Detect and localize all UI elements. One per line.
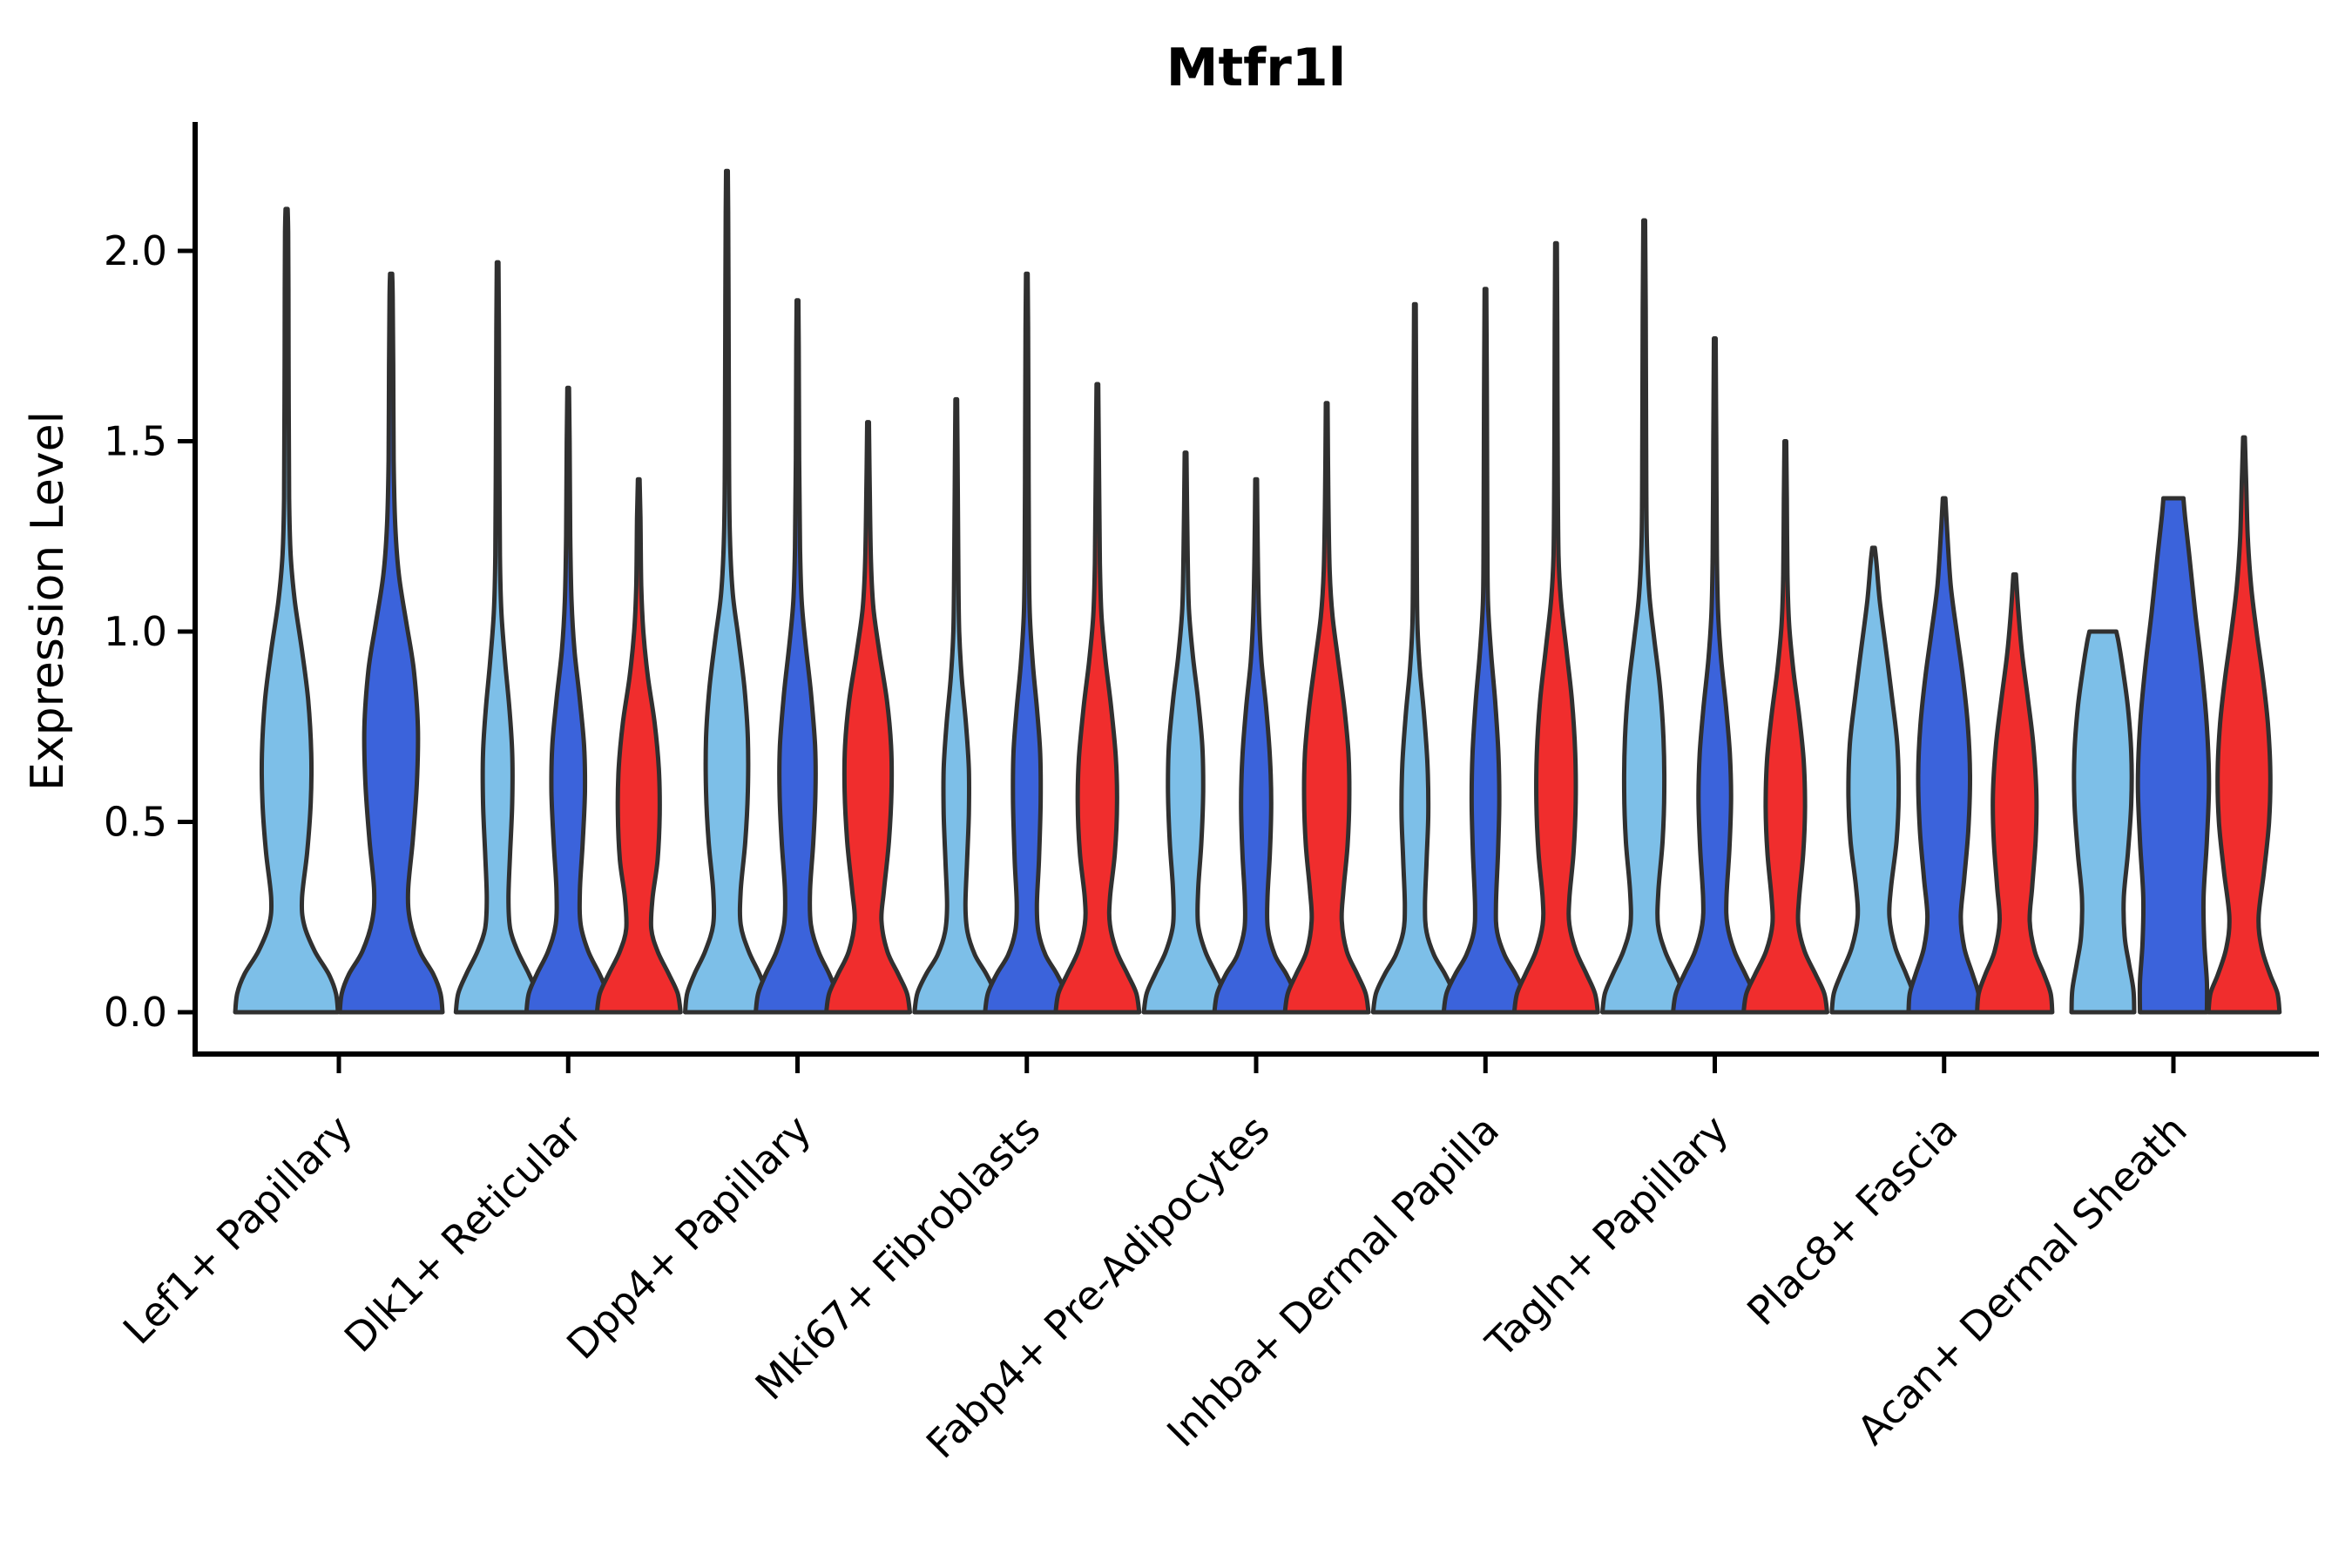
violin-2-light_blue	[683, 168, 771, 1015]
violin-6-light_blue	[1600, 218, 1688, 1015]
y-tick-label: 2.0	[104, 227, 167, 274]
y-tick-label: 0.0	[104, 989, 167, 1036]
violin-5-red	[1511, 240, 1600, 1015]
violin-5-light_blue	[1370, 301, 1459, 1015]
violin-5-dark_blue	[1441, 287, 1530, 1015]
violin-4-red	[1282, 401, 1371, 1015]
y-tick-label: 1.0	[104, 608, 167, 655]
violin-8-dark_blue	[2135, 496, 2212, 1015]
x-tick-label: Dpp4+ Papillary	[558, 1106, 820, 1369]
y-axis-label: Expression Level	[22, 411, 74, 791]
violin-1-dark_blue	[524, 385, 612, 1015]
violin-8-light_blue	[2069, 629, 2137, 1015]
violin-1-red	[594, 476, 683, 1015]
chart-title: Mtfr1l	[1166, 37, 1346, 98]
x-tick-label: Plac8+ Fascia	[1738, 1106, 1966, 1335]
violin-3-light_blue	[912, 396, 1001, 1015]
y-tick-label: 0.5	[104, 799, 167, 846]
violin-3-dark_blue	[983, 271, 1071, 1015]
violin-8-red	[2206, 435, 2282, 1015]
violin-0-light_blue	[233, 206, 341, 1015]
x-tick-label: Tagln+ Papillary	[1477, 1106, 1738, 1368]
violin-7-light_blue	[1829, 545, 1918, 1015]
y-tick-label: 1.5	[104, 418, 167, 465]
violin-2-red	[824, 420, 912, 1015]
violin-6-red	[1741, 439, 1829, 1015]
violin-6-dark_blue	[1671, 336, 1759, 1015]
violin-4-light_blue	[1141, 450, 1230, 1015]
violin-3-red	[1053, 382, 1142, 1015]
violin-7-red	[1975, 572, 2055, 1015]
x-tick-label: Dlk1+ Reticular	[335, 1106, 591, 1362]
violin-2-dark_blue	[754, 298, 841, 1015]
x-tick-label: Lef1+ Papillary	[114, 1106, 362, 1354]
violin-1-light_blue	[453, 260, 542, 1015]
violin-7-dark_blue	[1906, 496, 1983, 1015]
violin-4-dark_blue	[1212, 476, 1301, 1015]
violin-0-dark_blue	[337, 271, 445, 1015]
